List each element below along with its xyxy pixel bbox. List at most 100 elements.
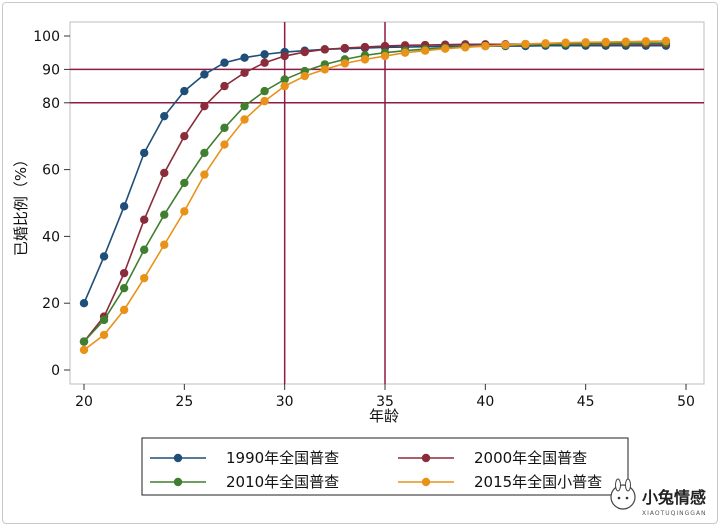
- data-point: [140, 273, 149, 283]
- data-point: [360, 42, 370, 52]
- rabbit-eye-icon: [625, 496, 629, 500]
- data-point: [220, 58, 229, 67]
- data-point: [400, 48, 410, 57]
- data-point: [260, 50, 269, 59]
- data-point: [200, 101, 209, 111]
- data-point: [461, 43, 470, 52]
- data-point: [240, 115, 249, 124]
- x-tick-label: 30: [276, 394, 294, 410]
- data-point: [79, 337, 89, 346]
- x-axis-title: 年龄: [369, 407, 399, 425]
- x-tick-label: 45: [577, 394, 595, 410]
- y-tick-label: 90: [42, 62, 60, 78]
- data-point: [260, 86, 269, 96]
- data-point: [340, 43, 350, 53]
- data-point: [99, 330, 109, 340]
- legend-item: 1990年全国普查: [150, 449, 339, 467]
- data-point: [420, 46, 430, 55]
- data-point: [240, 68, 249, 77]
- legend: 1990年全国普查 2000年全国普查 2010年全国普查 2015年全国小普查: [141, 437, 629, 496]
- legend-item: 2010年全国普查: [150, 473, 339, 491]
- data-point: [200, 148, 209, 158]
- data-point: [240, 53, 249, 62]
- data-point: [541, 39, 550, 48]
- legend-swatch-marker: [173, 453, 183, 463]
- data-point: [481, 41, 490, 51]
- data-point: [119, 305, 129, 315]
- data-point: [140, 148, 149, 158]
- data-point: [340, 59, 350, 68]
- data-point: [140, 215, 149, 224]
- series-layer: [79, 36, 671, 355]
- legend-item: 2000年全国普查: [398, 449, 587, 467]
- data-point: [240, 101, 249, 111]
- data-point: [501, 40, 510, 50]
- rabbit-ear-icon: [625, 478, 631, 492]
- data-point: [561, 38, 570, 47]
- x-tick-label: 50: [677, 394, 695, 410]
- data-point: [79, 345, 89, 355]
- rabbit-eye-icon: [617, 496, 621, 500]
- y-tick-label: 60: [42, 163, 60, 179]
- legend-swatch-marker: [421, 477, 431, 487]
- data-point: [280, 51, 289, 61]
- data-point: [441, 44, 450, 53]
- data-point: [641, 37, 651, 46]
- data-point: [280, 75, 289, 84]
- data-point: [601, 37, 610, 47]
- legend-swatch-marker: [421, 453, 431, 463]
- rabbit-logo-icon: [610, 484, 636, 510]
- data-point: [220, 123, 229, 133]
- data-point: [380, 41, 390, 51]
- legend-label: 1990年全国普查: [226, 449, 339, 467]
- data-point: [160, 240, 169, 249]
- y-tick-label: 20: [42, 296, 60, 312]
- data-point: [180, 207, 189, 216]
- data-point: [99, 315, 109, 325]
- plot-area: [69, 21, 705, 385]
- legend-item: 2015年全国小普查: [398, 473, 602, 491]
- data-point: [300, 71, 309, 81]
- y-tick-label: 40: [42, 229, 60, 245]
- y-axis-title: 已婚比例（%）: [12, 152, 30, 256]
- y-tick-label: 80: [42, 96, 60, 112]
- data-point: [180, 132, 189, 141]
- watermark: 小兔情感 XIAOTUQINGGAN: [610, 478, 707, 517]
- data-point: [621, 37, 630, 46]
- data-point: [99, 252, 109, 261]
- data-point: [661, 36, 671, 46]
- series-4: [79, 36, 671, 355]
- data-point: [119, 268, 129, 278]
- data-point: [220, 140, 229, 149]
- data-point: [581, 38, 590, 47]
- legend-box: [141, 437, 629, 496]
- data-point: [79, 299, 89, 308]
- rabbit-ear-icon: [615, 478, 621, 492]
- y-tick-label: 100: [33, 29, 60, 45]
- watermark-url: XIAOTUQINGGAN: [642, 510, 707, 517]
- legend-label: 2010年全国普查: [226, 473, 339, 491]
- data-point: [260, 96, 269, 106]
- data-point: [119, 283, 129, 293]
- data-point: [300, 47, 309, 57]
- legend-swatch-marker: [173, 477, 183, 487]
- x-tick-label: 35: [376, 394, 394, 410]
- data-point: [380, 51, 390, 61]
- data-point: [320, 65, 329, 74]
- data-point: [180, 86, 189, 96]
- data-point: [521, 39, 530, 49]
- data-point: [160, 168, 169, 178]
- data-point: [140, 245, 149, 254]
- data-point: [320, 45, 329, 54]
- watermark-name: 小兔情感: [642, 488, 706, 507]
- data-point: [260, 58, 269, 67]
- data-point: [200, 170, 209, 179]
- axes: 0 20 40 60 80 90 100 20 25 30 35 40 45 50: [33, 29, 695, 410]
- y-tick-label: 0: [51, 363, 60, 379]
- legend-label: 2015年全国小普查: [474, 473, 602, 491]
- legend-label: 2000年全国普查: [474, 449, 587, 467]
- x-tick-label: 20: [75, 394, 93, 410]
- x-tick-label: 25: [175, 394, 193, 410]
- data-point: [280, 81, 289, 91]
